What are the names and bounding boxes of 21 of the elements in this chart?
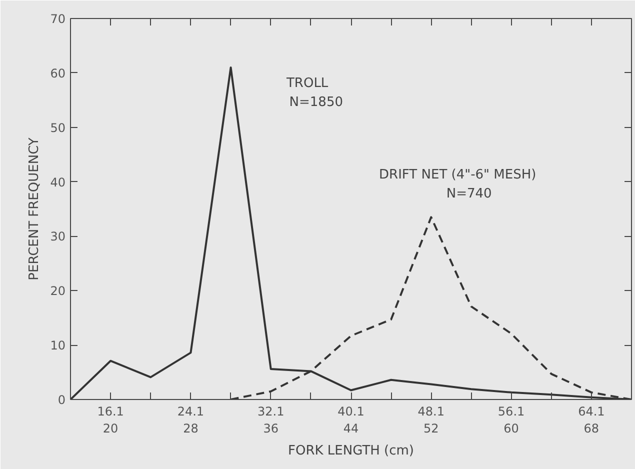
- y-axis-title: PERCENT FREQUENCY: [27, 138, 42, 280]
- x-tick-label: 64.1 68: [578, 404, 605, 436]
- y-tick-label: 60: [50, 66, 66, 80]
- x-tick-label: 32.1 36: [258, 404, 284, 436]
- x-tick-label: 56.1 60: [498, 404, 525, 436]
- y-tick-label: 70: [50, 12, 66, 26]
- y-tick-label: 40: [50, 175, 66, 190]
- x-axis-title: FORK LENGTH (cm): [288, 443, 414, 458]
- x-tick-label: 40.1 44: [338, 404, 364, 436]
- y-tick-label: 50: [50, 120, 66, 135]
- x-tick-label: 48.1 52: [418, 404, 444, 436]
- annotation: N=1850: [289, 94, 343, 110]
- x-tick-label: 16.1 20: [97, 404, 124, 436]
- annotation: DRIFT NET (4"-6" MESH): [379, 167, 536, 182]
- x-tick-label: 24.1 28: [177, 404, 204, 436]
- y-tick-label: 20: [50, 284, 66, 298]
- annotation: TROLL: [285, 76, 329, 91]
- y-tick-label: 30: [50, 230, 66, 244]
- y-tick-label: 10: [50, 338, 66, 353]
- y-tick-label: 0: [58, 393, 66, 407]
- annotation: N=740: [446, 186, 492, 202]
